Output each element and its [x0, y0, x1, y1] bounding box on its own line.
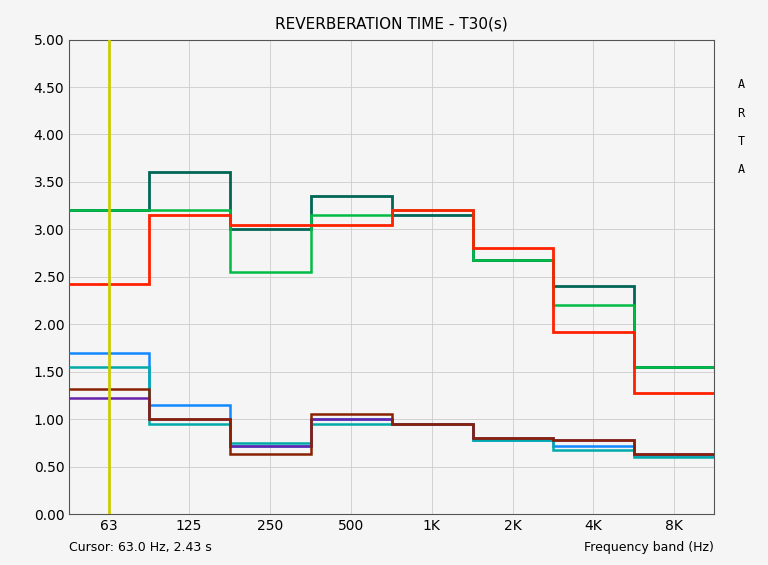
Text: A: A [737, 163, 745, 176]
Text: R: R [737, 106, 745, 120]
Text: T: T [737, 134, 745, 148]
Text: A: A [737, 78, 745, 92]
Title: REVERBERATION TIME - T30(s): REVERBERATION TIME - T30(s) [275, 16, 508, 32]
Text: Cursor: 63.0 Hz, 2.43 s: Cursor: 63.0 Hz, 2.43 s [69, 541, 212, 554]
Text: Frequency band (Hz): Frequency band (Hz) [584, 541, 714, 554]
